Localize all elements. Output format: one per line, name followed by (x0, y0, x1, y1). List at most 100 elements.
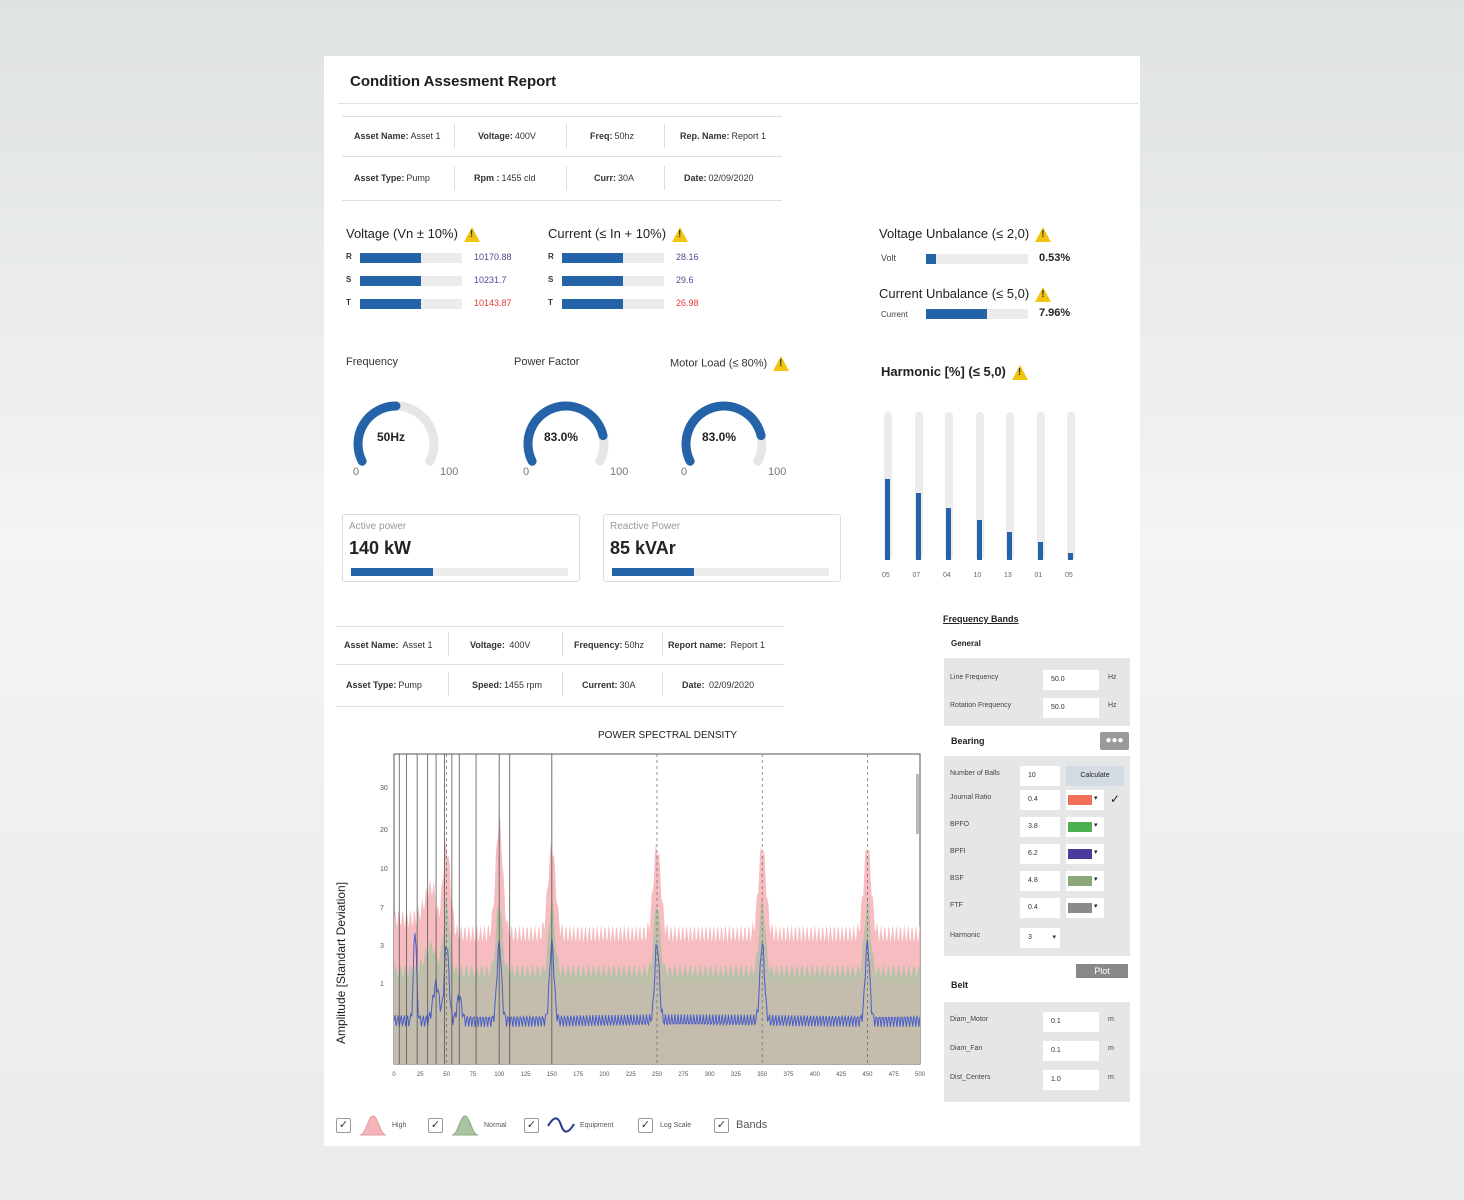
plot-button[interactable]: Plot (1076, 964, 1128, 978)
phase-bar-fill (360, 299, 422, 309)
gauge-2 (681, 401, 767, 466)
bearing-rows: Journal Ratio 0.4 ▾ ✓ BPFO 3.8 ▾ BPFI 6.2 ▾ BSF 4.8… (944, 790, 1130, 924)
color-picker[interactable]: ▾ (1066, 790, 1104, 810)
y-tick-label: 30 (380, 785, 388, 792)
y-tick-label: 1 (380, 981, 384, 988)
info-divider (336, 626, 784, 627)
belt-title: Belt (951, 980, 969, 990)
report-card: Condition Assesment Report Asset Name: As… (324, 56, 1140, 1146)
gauge-title-text: Motor Load (≤ 80%) (670, 357, 768, 370)
color-swatch (1068, 903, 1092, 913)
x-tick-label: 150 (547, 1072, 558, 1078)
date-info: Date: 02/09/2020 (684, 173, 754, 183)
phase-bar (562, 253, 664, 263)
voltage-unbalance-title: Voltage Unbalance (≤ 2,0) (879, 226, 1052, 243)
rotation-frequency-input[interactable]: 50.0 (1043, 698, 1099, 718)
x-tick-label: 75 (470, 1072, 477, 1078)
gauge-fill (681, 401, 766, 466)
more-options-button[interactable]: ●●● (1100, 732, 1129, 750)
voltage-phases: R 10170.88 S 10231.7 T 10143.87 (346, 252, 526, 316)
harmonic-bar-track (1036, 412, 1045, 560)
info-divider (448, 672, 449, 696)
line-frequency-input[interactable]: 50.0 (1043, 670, 1099, 690)
legend-checkbox[interactable]: ✓ (524, 1118, 539, 1133)
belt-param-input[interactable]: 0.1 (1043, 1041, 1099, 1061)
legend-label: Log Scale (660, 1122, 692, 1129)
harmonic-bar-track (975, 412, 984, 560)
phase-bar-fill (360, 253, 422, 263)
belt-unit: m (1108, 1045, 1114, 1052)
y-tick-label: 3 (380, 943, 384, 950)
check-icon[interactable]: ✓ (1110, 792, 1121, 806)
psd-chart: 0 25 50 75 100 125 150 175 200 225 250 275 300 325 350… (380, 753, 926, 1078)
current-info: Current: 30A (582, 680, 636, 690)
color-picker[interactable]: ▾ (1066, 817, 1104, 837)
belt-panel: Diam_Motor 0.1 m Diam_Fan 0.1 m Dist_Centers 1.… (944, 1002, 1130, 1102)
title-divider (338, 103, 1138, 104)
legend-checkbox[interactable]: ✓ (714, 1118, 729, 1133)
color-picker[interactable]: ▾ (1066, 871, 1104, 891)
harmonic-bar-label: 04 (943, 572, 951, 579)
legend-checkbox[interactable]: ✓ (336, 1118, 351, 1133)
normal-swatch-icon (451, 1115, 479, 1136)
reactive-power-value: 85 kVAr (610, 538, 676, 558)
legend-label: High (392, 1122, 407, 1129)
legend-checkbox[interactable]: ✓ (428, 1118, 443, 1133)
asset-info-bottom: Asset Name: Asset 1 Voltage: 400V Freque… (336, 626, 784, 708)
rpm-info: Rpm :1455 cld (474, 173, 536, 183)
color-swatch (1068, 849, 1092, 859)
x-tick-label: 250 (652, 1072, 663, 1078)
belt-param-label: Diam_Motor (950, 1016, 989, 1023)
bearing-param-input[interactable]: 6.2 (1020, 844, 1060, 864)
bearing-param-input[interactable]: 4.8 (1020, 871, 1060, 891)
info-divider (664, 124, 665, 148)
phase-bar (562, 276, 664, 286)
y-tick-label: 7 (380, 905, 384, 912)
phase-label: R (548, 252, 554, 261)
phase-label: T (346, 298, 351, 307)
belt-param-input[interactable]: 0.1 (1043, 1012, 1099, 1032)
voltage-unbalance-bar (926, 254, 1028, 264)
equipment-wave-icon (547, 1117, 575, 1133)
harmonic-value: 3 (1028, 934, 1032, 941)
bearing-param-input[interactable]: 0.4 (1020, 790, 1060, 810)
rotation-frequency-label: Rotation Frequency (950, 702, 1012, 709)
asset-info-top: Asset Name: Asset 1 Voltage: 400V Freq: 50h… (342, 116, 782, 202)
calculate-button[interactable]: Calculate (1066, 766, 1124, 786)
asset-name: Asset Name: Asset 1 (354, 131, 441, 141)
high-swatch-icon (359, 1115, 387, 1136)
warning-icon (1035, 287, 1052, 303)
harmonic-bar-fill (946, 508, 951, 560)
info-divider (566, 166, 567, 190)
phase-bar-fill (562, 299, 624, 309)
phase-value: 26.98 (676, 298, 699, 308)
legend-checkbox[interactable]: ✓ (638, 1118, 653, 1133)
gauge-fill (353, 401, 401, 466)
phase-value: 28.16 (676, 252, 699, 262)
bearing-param-input[interactable]: 0.4 (1020, 898, 1060, 918)
x-tick-label: 375 (783, 1072, 794, 1078)
belt-param-input[interactable]: 1.0 (1043, 1070, 1099, 1090)
current-unbalance-fill (926, 309, 988, 319)
x-tick-label: 325 (731, 1072, 742, 1078)
gauge-0 (353, 401, 439, 466)
color-picker[interactable]: ▾ (1066, 898, 1104, 918)
info-divider (336, 664, 784, 665)
harmonic-bar-fill (1068, 552, 1073, 560)
bearing-param-input[interactable]: 3.8 (1020, 817, 1060, 837)
voltage-info: Voltage: 400V (478, 131, 536, 141)
harmonic-bar-track (1067, 412, 1075, 560)
x-tick-label: 400 (810, 1072, 821, 1078)
x-tick-label: 200 (599, 1072, 610, 1078)
phase-value: 29.6 (676, 275, 694, 285)
number-of-balls-input[interactable]: 10 (1020, 766, 1060, 786)
harmonic-select[interactable]: 3 ▾ (1020, 928, 1060, 948)
bearing-panel: Number of Balls 10 Calculate Journal Rat… (944, 756, 1130, 956)
active-power-card: Active power 140 kW (342, 514, 580, 582)
bearing-param-label: FTF (950, 902, 963, 909)
belt-param-label: Diam_Fan (950, 1045, 983, 1052)
gauge-max: 100 (610, 466, 629, 478)
color-picker[interactable]: ▾ (1066, 844, 1104, 864)
gauge-title: Power Factor (514, 356, 579, 368)
general-title: General (951, 639, 981, 648)
